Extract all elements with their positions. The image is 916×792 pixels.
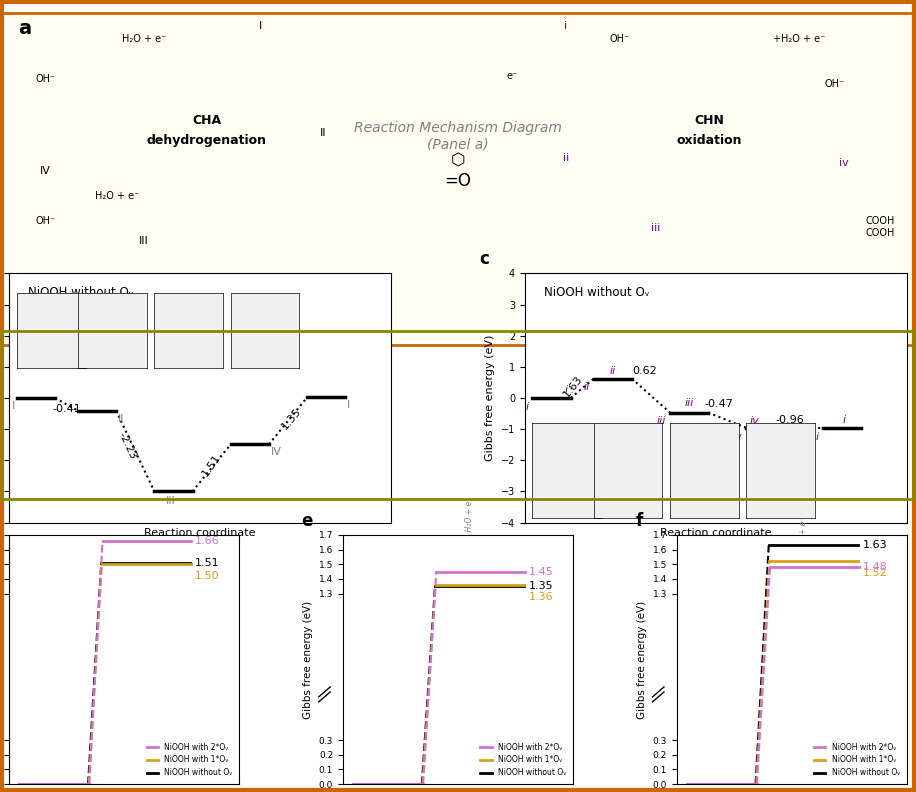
X-axis label: Reaction coordinate: Reaction coordinate [406, 790, 510, 792]
Text: 1.36: 1.36 [529, 592, 553, 602]
Text: 1.35: 1.35 [529, 581, 553, 592]
Text: 1.45: 1.45 [529, 566, 553, 577]
Text: 1.52: 1.52 [863, 568, 888, 578]
Text: H₂O + e⁻: H₂O + e⁻ [94, 191, 139, 200]
Text: iii: iii [657, 417, 666, 426]
Text: IV: IV [39, 166, 50, 176]
Text: Reaction Mechanism Diagram
(Panel a): Reaction Mechanism Diagram (Panel a) [354, 121, 562, 151]
Text: i: i [565, 386, 568, 395]
Text: I: I [12, 401, 15, 411]
Text: a: a [18, 19, 31, 38]
Text: OH⁻: OH⁻ [35, 74, 55, 84]
Text: ii: ii [583, 383, 590, 392]
Text: -0.96: -0.96 [775, 415, 804, 425]
Text: i: i [564, 21, 567, 32]
Text: II: II [118, 414, 125, 424]
Text: III: III [166, 496, 176, 506]
Text: III: III [139, 235, 148, 246]
Text: -0.41: -0.41 [52, 404, 81, 413]
Text: dehydrogenation: dehydrogenation [147, 134, 267, 147]
Text: i: i [526, 402, 529, 412]
Text: i: i [842, 415, 845, 425]
Text: OH⁻: OH⁻ [35, 215, 55, 226]
Text: -2.23: -2.23 [117, 431, 138, 462]
Text: -0.47: -0.47 [704, 398, 734, 409]
Text: e⁻: e⁻ [507, 71, 518, 81]
X-axis label: Reaction coordinate: Reaction coordinate [72, 790, 177, 792]
Text: 1.63: 1.63 [562, 373, 584, 399]
Text: 1.50: 1.50 [195, 571, 220, 581]
Text: i: i [816, 432, 819, 442]
X-axis label: Reaction coordinate: Reaction coordinate [145, 528, 256, 538]
Text: 1.35: 1.35 [280, 406, 303, 431]
Text: NiOOH without Oᵥ: NiOOH without Oᵥ [28, 286, 134, 299]
Text: 1.48: 1.48 [863, 562, 888, 572]
Text: iv: iv [749, 416, 759, 425]
Text: NiOOH without Oᵥ: NiOOH without Oᵥ [544, 286, 649, 299]
Text: IV: IV [271, 447, 282, 458]
Text: iv: iv [839, 158, 849, 169]
Text: II: II [320, 128, 327, 139]
X-axis label: Reaction coordinate: Reaction coordinate [660, 528, 771, 538]
Y-axis label: Gibbs free energy (eV): Gibbs free energy (eV) [637, 600, 647, 718]
Text: ⬡
=O: ⬡ =O [444, 151, 472, 190]
Text: 1.51: 1.51 [201, 452, 223, 478]
Text: OH⁻: OH⁻ [609, 34, 629, 44]
Text: COOH
COOH: COOH COOH [866, 216, 895, 238]
Text: ·OH⁻ + OH → ·O⁻ + H₂O + e⁻: ·OH⁻ + OH → ·O⁻ + H₂O + e⁻ [799, 517, 808, 627]
Legend: NiOOH with 2*Oᵥ, NiOOH with 1*Oᵥ, NiOOH without Oᵥ: NiOOH with 2*Oᵥ, NiOOH with 1*Oᵥ, NiOOH … [477, 740, 569, 780]
Text: ii: ii [609, 366, 616, 375]
Text: iii: iii [684, 398, 693, 408]
Text: I: I [259, 21, 262, 32]
Text: oxidation: oxidation [677, 134, 742, 147]
Y-axis label: Gibbs free energy (eV): Gibbs free energy (eV) [303, 600, 313, 718]
Text: ii: ii [562, 154, 569, 163]
Text: I: I [347, 401, 351, 410]
Text: CHA: CHA [192, 114, 221, 127]
Text: OH⁻: OH⁻ [825, 78, 845, 89]
Text: f: f [635, 512, 642, 530]
Text: 1.51: 1.51 [195, 558, 220, 568]
Text: ·OH⁻·OH + OH⁻ + OH → ·O⁻ + H₂O + e⁻: ·OH⁻·OH + OH⁻ + OH → ·O⁻ + H₂O + e⁻ [465, 497, 474, 648]
Text: iv: iv [733, 432, 743, 442]
Text: 1.63: 1.63 [863, 540, 887, 550]
Text: +H₂O + e⁻: +H₂O + e⁻ [773, 34, 825, 44]
Text: c: c [479, 250, 489, 268]
Text: H₂O + e⁻: H₂O + e⁻ [122, 34, 166, 44]
Legend: NiOOH with 2*Oᵥ, NiOOH with 1*Oᵥ, NiOOH without Oᵥ: NiOOH with 2*Oᵥ, NiOOH with 1*Oᵥ, NiOOH … [144, 740, 235, 780]
Legend: NiOOH with 2*Oᵥ, NiOOH with 1*Oᵥ, NiOOH without Oᵥ: NiOOH with 2*Oᵥ, NiOOH with 1*Oᵥ, NiOOH … [811, 740, 903, 780]
Y-axis label: Gibbs free energy (eV): Gibbs free energy (eV) [485, 335, 496, 461]
Text: iii: iii [650, 223, 660, 233]
Text: 1.66: 1.66 [195, 536, 220, 546]
Text: e: e [301, 512, 313, 530]
X-axis label: Reaction coordinate: Reaction coordinate [739, 790, 844, 792]
Text: CHN: CHN [694, 114, 725, 127]
Text: 0.62: 0.62 [632, 366, 657, 375]
